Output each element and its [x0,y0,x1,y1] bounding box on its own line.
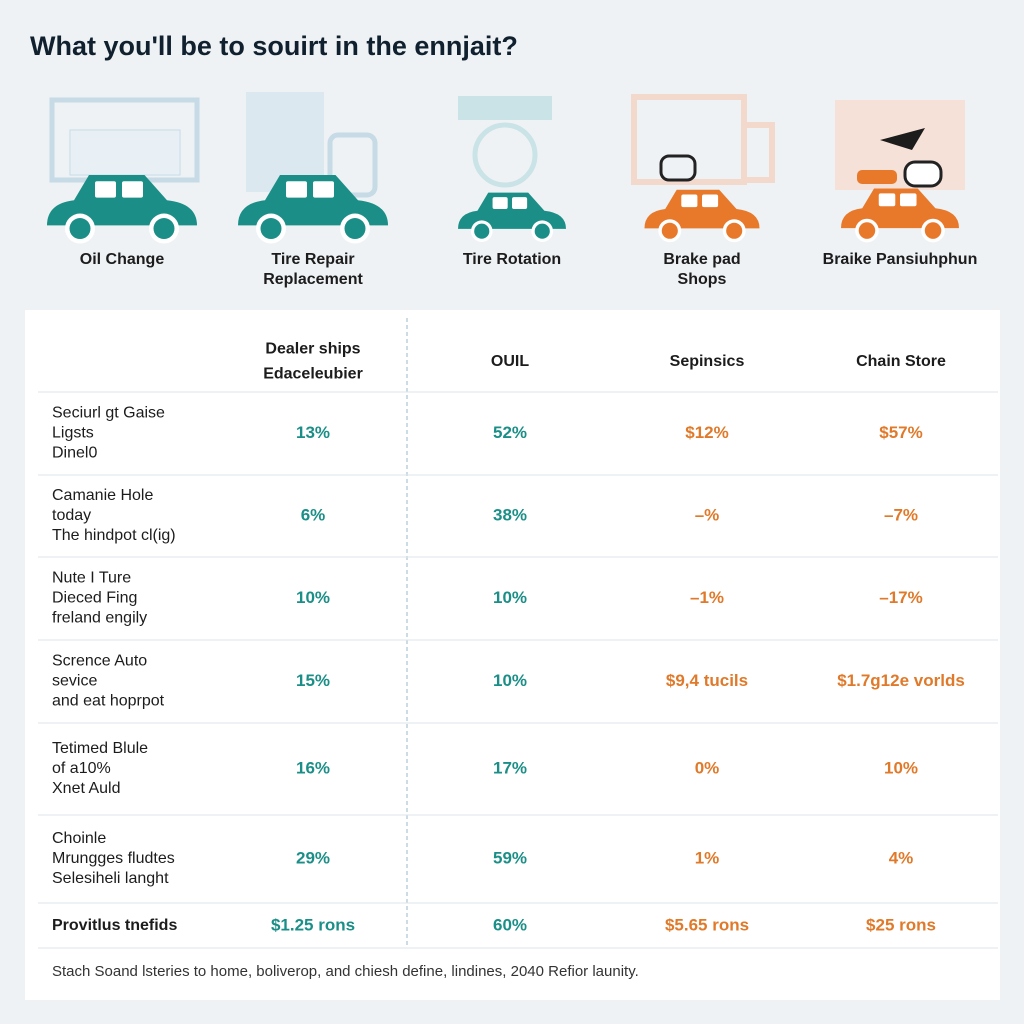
icon-bg [69,129,181,176]
car-window [313,181,334,198]
car-window [95,181,116,198]
car-body [238,175,388,226]
cell-value: $1.7g12e vorlds [837,671,965,690]
service-label: Replacement [263,271,363,288]
cell-value: 10% [493,588,527,607]
car-wheel [534,223,550,239]
icon-small-car [857,170,897,184]
car-body [841,188,959,229]
total-label: Provitlus tnefids [52,917,177,934]
cell-value: 4% [889,848,914,867]
row-label: Mrungges fludtes [52,850,175,867]
row-label: of a10% [52,760,111,777]
service-label: Tire Rotation [463,251,561,268]
service-label: Oil Change [80,251,165,268]
cell-value: 38% [493,505,527,524]
icon-bg [472,122,538,188]
table-panel [25,310,1000,1000]
cell-value: 16% [296,758,330,777]
footnote: Stach Soand lsteries to home, boliverop,… [52,963,639,980]
service-label: Braike Pansiuhphun [823,251,978,268]
car-wheel [260,218,282,240]
car-body [47,175,197,226]
row-label: sevice [52,673,97,690]
row-label: Nute I Ture [52,570,131,587]
row-label: Dinel0 [52,445,97,462]
column-header: Sepinsics [670,353,745,370]
car-window [900,193,917,207]
cell-value: –1% [690,588,724,607]
car-window [122,181,143,198]
page-title: What you'll be to souirt in the ennjait? [30,31,518,61]
cell-value: 15% [296,671,330,690]
row-label: freland engily [52,610,147,627]
column-header: Edaceleubier [263,366,363,383]
cell-value: $9,4 tucils [666,671,748,690]
icon-bg [458,96,552,120]
icon-bg [741,122,775,183]
row-label: Dieced Fing [52,590,137,607]
total-value: 60% [493,915,527,934]
cell-value: 1% [695,848,720,867]
car-window [492,197,508,209]
row-label: Scrence Auto [52,653,147,670]
row-label: Ligsts [52,425,94,442]
cell-value: 29% [296,848,330,867]
row-label: and eat hoprpot [52,693,165,710]
cell-value: 10% [296,588,330,607]
car-window [878,193,896,207]
cell-value: –7% [884,505,918,524]
car-body [458,192,566,229]
cell-value: –% [695,505,720,524]
icon-bubble [903,160,943,188]
cell-value: $57% [879,423,922,442]
icon-bg [631,94,747,185]
cell-value: 10% [493,671,527,690]
row-label: Tetimed Blule [52,740,148,757]
cell-value: –17% [879,588,922,607]
cell-value: $12% [685,423,728,442]
cell-value: 6% [301,505,326,524]
car-window [512,197,528,209]
cell-value: 59% [493,848,527,867]
row-label: Xnet Auld [52,780,121,797]
cell-value: 10% [884,758,918,777]
cell-value: 0% [695,758,720,777]
row-label: The hindpot cl(ig) [52,527,176,544]
row-label: Choinle [52,830,106,847]
car-wheel [924,222,942,239]
car-wheel [858,222,876,239]
car-window [702,194,719,208]
cell-value: 17% [493,758,527,777]
car-body [644,189,760,229]
service-label: Tire Repair [271,251,354,268]
cell-value: 52% [493,423,527,442]
car-wheel [153,218,175,240]
row-label: Camanie Hole [52,487,153,504]
car-window [286,181,307,198]
car-wheel [69,218,91,240]
column-header: Dealer ships [265,341,360,358]
icon-bubble [659,154,697,182]
row-label: Seciurl gt Gaise [52,405,165,422]
car-wheel [726,222,743,239]
total-value: $25 rons [866,915,936,934]
service-label: Brake pad [663,251,740,268]
row-label: Selesiheli langht [52,870,169,887]
car-wheel [661,222,678,239]
car-window [681,194,698,208]
service-label: Shops [678,271,727,288]
total-value: $1.25 rons [271,915,355,934]
row-label: today [52,507,91,524]
column-header: OUIL [491,353,529,370]
column-header: Chain Store [856,353,946,370]
total-value: $5.65 rons [665,915,749,934]
car-wheel [474,223,490,239]
car-wheel [344,218,366,240]
cell-value: 13% [296,423,330,442]
icon-plane [880,128,925,150]
